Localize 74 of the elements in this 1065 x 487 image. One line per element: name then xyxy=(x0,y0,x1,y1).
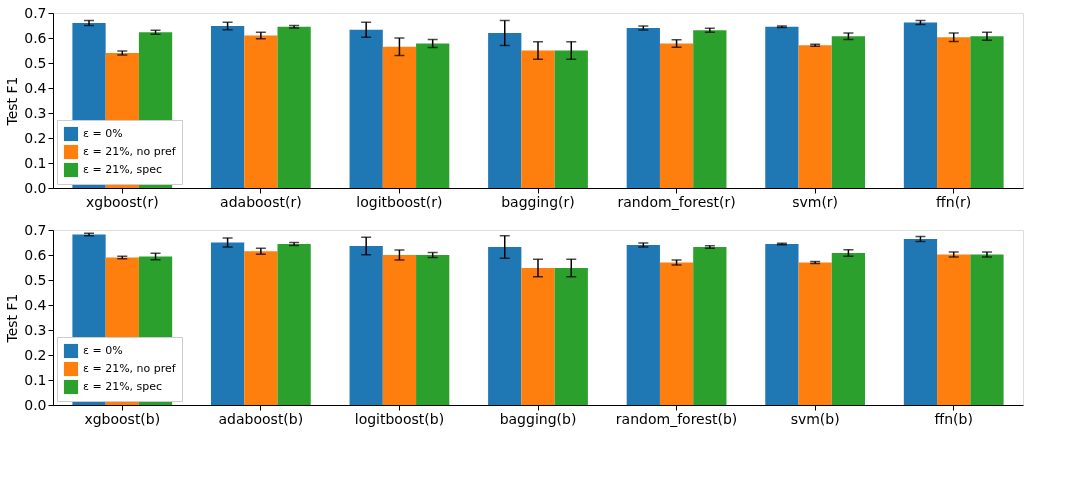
y-tick-label: 0.7 xyxy=(24,221,47,238)
bar xyxy=(937,37,971,188)
bar xyxy=(970,254,1004,405)
bar xyxy=(765,244,799,405)
x-tick-label: bagging(b) xyxy=(499,410,577,427)
bar xyxy=(521,268,555,405)
y-tick-label: 0.3 xyxy=(24,321,47,338)
y-tick-label: 0.5 xyxy=(24,54,47,71)
y-tick-label: 0.6 xyxy=(24,29,47,46)
y-tick-label: 0.1 xyxy=(24,371,47,388)
x-tick-label: random_forest(r) xyxy=(617,193,736,210)
bar xyxy=(659,43,694,188)
bar xyxy=(765,26,799,188)
x-tick-label: logitboost(r) xyxy=(356,193,443,210)
bar xyxy=(659,262,694,405)
bar xyxy=(244,35,278,188)
bar xyxy=(831,253,866,405)
legend-label: ε = 0% xyxy=(83,127,123,140)
y-tick-label: 0.0 xyxy=(24,396,47,413)
bar xyxy=(416,43,450,188)
bar xyxy=(970,36,1004,188)
bar xyxy=(244,251,278,405)
y-tick-label: 0.5 xyxy=(24,271,47,288)
x-tick-label: svm(r) xyxy=(792,193,839,210)
bar xyxy=(626,28,660,188)
y-tick-label: 0.7 xyxy=(24,4,47,21)
x-tick-label: logitboost(b) xyxy=(354,410,445,427)
bar xyxy=(903,239,938,405)
y-tick-label: 0.3 xyxy=(24,104,47,121)
bar xyxy=(488,247,522,405)
y-tick-label: 0.1 xyxy=(24,154,47,171)
bar xyxy=(693,247,727,405)
bar xyxy=(277,26,311,188)
y-axis-title: Test F1 xyxy=(4,293,21,344)
bar xyxy=(798,45,832,188)
bar xyxy=(488,33,522,188)
x-tick-label: bagging(r) xyxy=(501,193,575,210)
y-tick-label: 0.2 xyxy=(24,129,47,146)
x-tick-label: adaboost(b) xyxy=(218,410,304,427)
bar xyxy=(382,255,417,405)
x-tick-label: svm(b) xyxy=(790,410,840,427)
bar xyxy=(416,255,450,405)
bar xyxy=(554,50,588,188)
legend-label: ε = 21%, spec xyxy=(83,380,163,393)
y-axis-title: Test F1 xyxy=(4,76,21,127)
x-tick-label: adaboost(r) xyxy=(220,193,302,210)
legend-label: ε = 21%, no pref xyxy=(83,145,177,158)
y-tick-label: 0.4 xyxy=(24,79,47,96)
bar xyxy=(210,242,245,405)
y-tick-label: 0.6 xyxy=(24,246,47,263)
bar xyxy=(554,268,588,405)
bar xyxy=(210,26,245,188)
bar xyxy=(382,46,417,188)
bar xyxy=(521,50,555,188)
bar xyxy=(831,36,866,188)
series-label: ε = 21%, no pref xyxy=(83,362,177,375)
y-tick-label: 0.4 xyxy=(24,296,47,313)
bar xyxy=(349,246,383,405)
x-tick-label: ffn(r) xyxy=(936,193,972,210)
x-tick-label: xgboost(r) xyxy=(85,193,159,210)
y-tick-label: 0.0 xyxy=(24,179,47,196)
series-label: ε = 0% xyxy=(83,344,123,357)
bar xyxy=(349,29,383,188)
y-tick-label: 0.2 xyxy=(24,346,47,363)
bar xyxy=(626,245,660,405)
x-tick-label: random_forest(b) xyxy=(615,410,738,427)
bar xyxy=(798,262,832,405)
bar xyxy=(937,254,971,405)
x-tick-label: ffn(b) xyxy=(934,410,973,427)
bar xyxy=(277,244,311,405)
bar xyxy=(903,22,938,188)
x-tick-label: xgboost(b) xyxy=(84,410,161,427)
legend-label: ε = 21%, spec xyxy=(83,163,163,176)
bar xyxy=(693,30,727,188)
